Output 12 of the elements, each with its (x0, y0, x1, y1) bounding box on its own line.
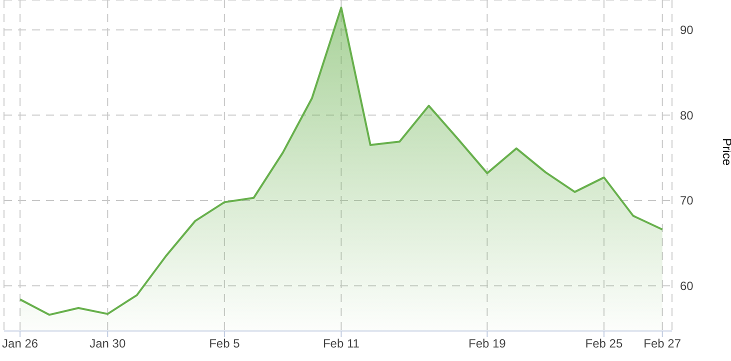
x-tick-label: Feb 27 (644, 336, 682, 351)
x-tick-label: Feb 11 (322, 336, 360, 351)
x-tick-label: Feb 19 (468, 336, 506, 351)
y-axis-title: Price (720, 138, 731, 166)
y-tick-label: 60 (680, 279, 694, 294)
y-tick-label: 70 (680, 194, 694, 208)
x-tick-label: Jan 26 (2, 336, 38, 351)
y-tick-label: 90 (680, 23, 694, 38)
x-tick-label: Jan 30 (90, 336, 126, 351)
y-tick-label: 80 (680, 108, 694, 122)
x-tick-label: Feb 25 (585, 336, 623, 351)
x-tick-label: Feb 5 (209, 336, 240, 351)
